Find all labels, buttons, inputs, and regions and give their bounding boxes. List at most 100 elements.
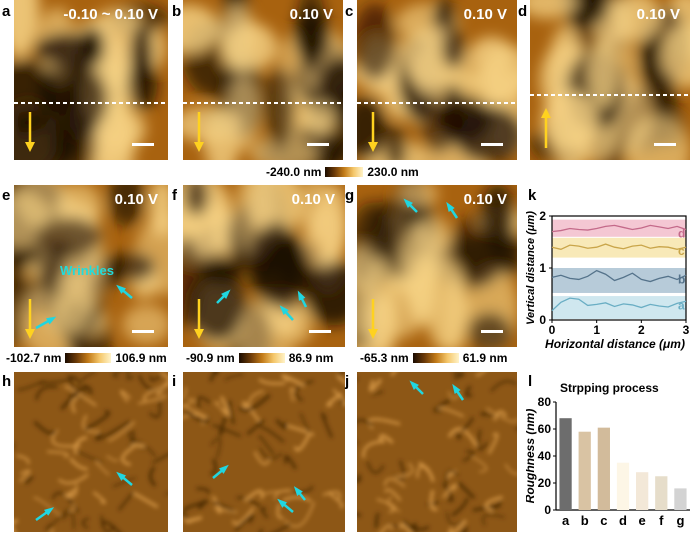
colorbar-e-max: 106.9 nm [115, 351, 167, 365]
profile-line-b [551, 269, 687, 283]
x-tick-label-l-b: b [581, 513, 589, 528]
panel-letter-c: c [345, 3, 354, 20]
y-axis-label-l: Roughness (nm) [526, 409, 537, 504]
panel-letter-h: h [2, 373, 12, 390]
voltage-label-g: 0.10 V [463, 191, 507, 208]
afm-panel-j [357, 372, 517, 532]
x-tick-label-0: 0 [549, 323, 556, 337]
profile-line-d [551, 224, 687, 233]
colorbar-f-gradient [238, 353, 285, 363]
y-tick-label-l-40: 40 [538, 449, 552, 463]
voltage-label-b: 0.10 V [289, 6, 333, 23]
wrinkle-arrowhead-h-0 [44, 507, 55, 516]
band-b [552, 268, 686, 293]
afm-image-h [14, 372, 168, 532]
x-tick-label-l-e: e [639, 513, 646, 528]
y-tick-label-l-20: 20 [538, 476, 552, 490]
x-tick-label-3: 3 [683, 323, 690, 337]
y-tick-label-l-0: 0 [544, 503, 551, 517]
afm-panel-e: 0.10 V Wrinkles [14, 185, 168, 347]
series-label-d: d [678, 227, 685, 241]
afm-image-a [14, 0, 168, 160]
afm-image-b [183, 0, 343, 160]
panel-letter-f: f [172, 187, 177, 204]
scale-bar-a [132, 143, 154, 146]
scale-bar-e [132, 330, 154, 333]
wrinkle-arrowhead-g-1 [446, 201, 455, 212]
colorbar-e-gradient [65, 353, 112, 363]
y-tick-label-l-80: 80 [538, 395, 552, 409]
panel-letter-d: d [518, 3, 528, 20]
voltage-label-d: 0.10 V [636, 6, 680, 23]
scale-bar-d [654, 143, 676, 146]
profile-line-c [551, 243, 687, 250]
bar-e [636, 472, 649, 510]
wrinkle-arrowhead-j-0 [409, 380, 419, 390]
colorbar-top-max: 230.0 nm [367, 165, 419, 179]
panel-letter-b: b [172, 3, 182, 20]
afm-panel-f: 0.10 V [183, 185, 345, 347]
panel-letter-g: g [345, 187, 355, 204]
afm-image-f [183, 185, 345, 347]
y-tick-label-2: 2 [539, 209, 546, 223]
colorbar-e-min: -102.7 nm [6, 351, 62, 365]
wrinkle-arrowhead-i-1 [277, 498, 287, 508]
colorbar-f-min: -90.9 nm [186, 351, 235, 365]
wrinkle-arrowhead-f-2 [297, 290, 306, 301]
afm-panel-a: -0.10 ~ 0.10 V [14, 0, 168, 160]
colorbar-e: -102.7 nm 106.9 nm [6, 351, 167, 365]
scale-bar-b [307, 143, 329, 146]
bar-b [578, 431, 591, 510]
afm-panel-g: 0.10 V [357, 185, 517, 347]
colorbar-top: -240.0 nm 230.0 nm [266, 165, 419, 179]
band-a [552, 296, 686, 319]
panel-letter-a: a [2, 3, 11, 20]
afm-panel-d: 0.10 V [530, 0, 690, 160]
chart-title-l: Strpping process [560, 381, 659, 395]
x-tick-label-l-f: f [659, 513, 664, 528]
scan-direction-arrowhead-a [25, 142, 35, 152]
chart-l-roughness: 0 20 40 60 80 a b c d e f g Strpping process Roughnes… [526, 381, 690, 528]
colorbar-top-gradient [325, 167, 364, 177]
afm-panel-h [14, 372, 168, 532]
x-tick-label-l-d: d [619, 513, 627, 528]
x-tick-label-l-a: a [562, 513, 570, 528]
colorbar-g-gradient [412, 353, 459, 363]
afm-image-g [357, 185, 517, 347]
band-d [552, 219, 686, 237]
afm-image-d [530, 0, 690, 160]
afm-panel-b: 0.10 V [183, 0, 343, 160]
afm-image-c [357, 0, 517, 160]
wrinkle-arrowhead-j-1 [452, 383, 461, 394]
wrinkles-annotation: Wrinkles [60, 263, 114, 278]
y-tick-label-1: 1 [539, 261, 546, 275]
y-axis-label-k: Vertical distance (μm) [526, 211, 537, 325]
voltage-label-c: 0.10 V [463, 6, 507, 23]
x-tick-label-l-c: c [600, 513, 607, 528]
colorbar-g: -65.3 nm 61.9 nm [360, 351, 507, 365]
series-label-b: b [678, 272, 685, 286]
wrinkle-arrowhead-g-0 [403, 198, 413, 208]
x-tick-label-1: 1 [593, 323, 600, 337]
bar-d [616, 462, 630, 510]
wrinkle-arrowhead-h-1 [116, 471, 126, 481]
afm-image-j [357, 372, 517, 532]
voltage-label-a: -0.10 ~ 0.10 V [63, 6, 158, 23]
x-axis-label-k: Horizontal distance (μm) [545, 337, 685, 351]
series-label-a: a [678, 298, 685, 312]
afm-panel-c: 0.10 V [357, 0, 517, 160]
x-tick-label-l-g: g [676, 513, 684, 528]
wrinkle-arrowhead-i-2 [293, 486, 303, 496]
scan-direction-arrowhead-d [541, 108, 551, 118]
profile-line-a [551, 297, 687, 312]
voltage-label-f: 0.10 V [291, 191, 335, 208]
wrinkle-arrowhead-i-0 [219, 464, 229, 474]
bar-f [655, 476, 668, 510]
series-label-c: c [678, 244, 685, 258]
bar-c [597, 427, 610, 510]
wrinkle-arrowhead-e-0 [46, 316, 57, 325]
y-tick-label-l-60: 60 [538, 422, 552, 436]
panel-letter-k: k [528, 187, 537, 204]
colorbar-top-min: -240.0 nm [266, 165, 322, 179]
